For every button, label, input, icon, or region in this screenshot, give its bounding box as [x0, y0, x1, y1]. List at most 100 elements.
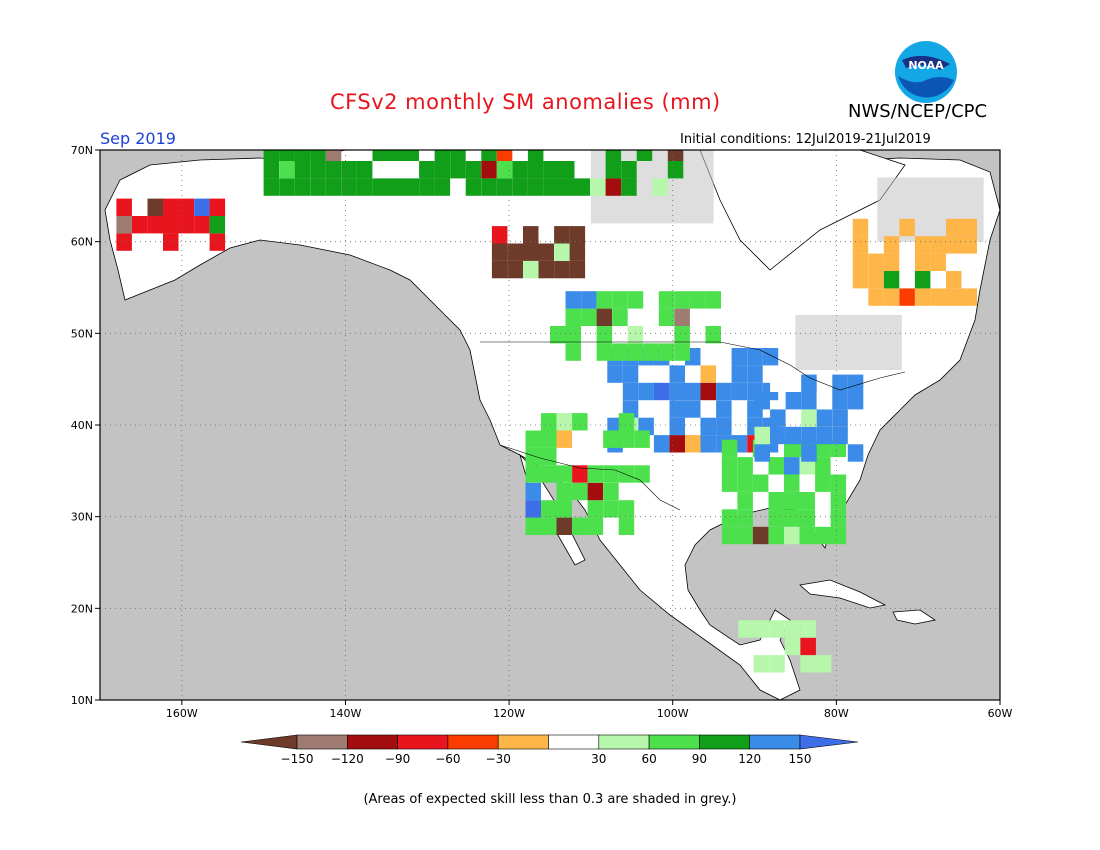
- anomaly-cell-arctic-mix: [496, 161, 513, 179]
- anomaly-cell-midwest-wet: [754, 392, 770, 410]
- noaa-logo-text: NOAA: [908, 59, 944, 72]
- anomaly-cell-arctic-mix: [481, 150, 497, 161]
- anomaly-cell-southeast-wet: [737, 526, 753, 545]
- anomaly-cell-midwest-wet: [816, 392, 833, 410]
- anomaly-cell-arctic-mix: [372, 150, 388, 161]
- anomaly-cell-arctic-mix: [527, 161, 544, 179]
- anomaly-cell-central-canada-dry: [538, 260, 554, 279]
- anomaly-cell-canada-prairies-wet: [612, 308, 628, 326]
- anomaly-cell-quebec-labrador-dry: [961, 218, 977, 237]
- colorbar-level-label: −90: [385, 752, 410, 766]
- anomaly-cell-canada-prairies-wet: [689, 291, 706, 309]
- anomaly-cell-arctic-mix: [559, 178, 575, 196]
- anomaly-cell-canada-prairies-wet: [596, 291, 613, 309]
- anomaly-cell-southwest-wet: [634, 430, 650, 448]
- anomaly-cell-midwest-wet: [832, 409, 848, 427]
- colorbar-level-label: 150: [789, 752, 812, 766]
- skill-footnote: (Areas of expected skill less than 0.3 a…: [363, 792, 737, 807]
- anomaly-cell-southwest-wet: [587, 465, 604, 483]
- anomaly-cell-canada-prairies-wet: [705, 291, 721, 309]
- anomaly-cell-canada-prairies-wet: [581, 308, 597, 326]
- anomaly-cell-arctic-mix: [621, 161, 637, 179]
- anomaly-cell-quebec-labrador-dry: [946, 218, 962, 237]
- anomaly-cell-southeast-wet: [815, 457, 831, 475]
- colorbar-box: [346, 734, 398, 750]
- anomaly-cell-arctic-mix: [279, 150, 295, 161]
- anomaly-cell-quebec-labrador-dry: [930, 253, 946, 271]
- anomaly-cell-southeast-wet: [768, 526, 784, 545]
- anomaly-cell-canada-prairies-wet: [565, 291, 581, 309]
- anomaly-cell-arctic-mix: [465, 161, 482, 179]
- anomaly-cell-canada-prairies-wet: [596, 308, 613, 326]
- colorbar-level-label: −120: [331, 752, 364, 766]
- lat-tick-label: 30N: [71, 511, 93, 524]
- anomaly-cell-northern-plains-wet: [669, 417, 685, 436]
- anomaly-cell-central-america-mix: [784, 637, 801, 656]
- anomaly-cell-southeast-wet: [721, 439, 738, 458]
- anomaly-cell-northern-plains-wet: [685, 400, 701, 418]
- anomaly-cell-midwest-wet: [816, 426, 833, 445]
- anomaly-cell-alaska-dry: [163, 198, 179, 216]
- anomaly-cell-southeast-wet: [799, 526, 815, 545]
- lon-tick-label: 160W: [166, 707, 198, 720]
- anomaly-cell-quebec-labrador-dry: [852, 253, 869, 271]
- anomaly-cell-arctic-mix: [294, 161, 311, 179]
- low-skill-patch: [795, 315, 902, 370]
- anomaly-cell-canada-prairies-wet: [627, 291, 644, 309]
- anomaly-cell-arctic-mix: [403, 178, 419, 196]
- anomaly-cell-arctic-mix: [263, 161, 280, 179]
- anomaly-cell-southeast-wet: [737, 457, 753, 475]
- initial-conditions-label: Initial conditions: 12Jul2019-21Jul2019: [680, 132, 931, 147]
- anomaly-cell-southeast-wet: [768, 474, 784, 492]
- anomaly-cell-northern-plains-wet: [607, 365, 623, 383]
- anomaly-cell-southeast-wet: [737, 491, 753, 510]
- anomaly-cell-arctic-mix: [481, 178, 497, 196]
- anomaly-cell-southwest-wet: [618, 465, 635, 483]
- noaa-logo: NOAA: [895, 41, 957, 103]
- anomaly-cell-arctic-mix: [667, 161, 684, 179]
- anomaly-cell-southwest-wet: [603, 430, 619, 448]
- anomaly-cell-arctic-mix: [419, 161, 435, 179]
- anomaly-cell-arctic-mix: [543, 178, 559, 196]
- anomaly-cell-southeast-wet: [784, 526, 800, 545]
- anomaly-cell-canada-prairies-wet: [581, 291, 597, 309]
- anomaly-cell-southeast-wet: [830, 474, 847, 492]
- map-axes: 70N 60N 50N 40N 30N 20N 10N 160W 140W 120W 100W 80W…: [71, 144, 1013, 720]
- anomaly-cell-southwest-wet: [618, 500, 635, 518]
- anomaly-cell-southeast-wet: [799, 491, 815, 510]
- anomaly-cell-southwest-wet: [525, 465, 541, 483]
- anomaly-cell-central-america-mix: [769, 620, 785, 638]
- anomaly-cell-midwest-wet: [801, 426, 817, 445]
- colorbar-level-label: −60: [435, 752, 460, 766]
- anomaly-cell-quebec-labrador-dry: [946, 271, 962, 289]
- anomaly-cell-central-canada-dry: [569, 243, 586, 261]
- anomaly-cell-quebec-labrador-dry: [899, 218, 915, 237]
- anomaly-cell-canada-prairies-wet: [674, 291, 690, 309]
- anomaly-cell-canada-prairies-wet: [658, 343, 675, 361]
- anomaly-cell-quebec-labrador-dry: [946, 288, 962, 306]
- anomaly-cell-southeast-wet: [721, 526, 738, 545]
- colorbar-box: [548, 734, 600, 750]
- anomaly-cell-northern-plains-wet: [747, 365, 763, 383]
- lat-tick-label: 50N: [71, 327, 93, 340]
- anomaly-cell-southeast-wet: [830, 491, 847, 510]
- lon-tick-label: 120W: [493, 707, 525, 720]
- anomaly-cell-southwest-wet: [556, 465, 572, 483]
- anomaly-cell-central-america-mix: [753, 655, 770, 673]
- anomaly-cell-quebec-labrador-dry: [961, 288, 977, 306]
- anomaly-cell-southeast-wet: [721, 509, 738, 527]
- anomaly-cell-northern-plains-wet: [762, 348, 779, 366]
- anomaly-cell-southwest-wet: [572, 517, 588, 535]
- anomaly-cell-northern-plains-wet: [622, 382, 639, 401]
- anomaly-cell-canada-prairies-wet: [565, 343, 581, 361]
- anomaly-cell-canada-prairies-wet: [643, 343, 659, 361]
- lon-tick-label: 60W: [988, 707, 1013, 720]
- anomaly-cell-southwest-wet: [541, 447, 557, 466]
- anomaly-cell-northern-plains-wet: [731, 382, 748, 401]
- anomaly-cell-canada-prairies-wet: [705, 326, 721, 344]
- us-mexico-border: [499, 444, 681, 511]
- anomaly-cell-southwest-wet: [525, 500, 541, 518]
- anomaly-cell-quebec-labrador-dry: [883, 271, 900, 289]
- anomaly-cell-southwest-wet: [556, 413, 572, 431]
